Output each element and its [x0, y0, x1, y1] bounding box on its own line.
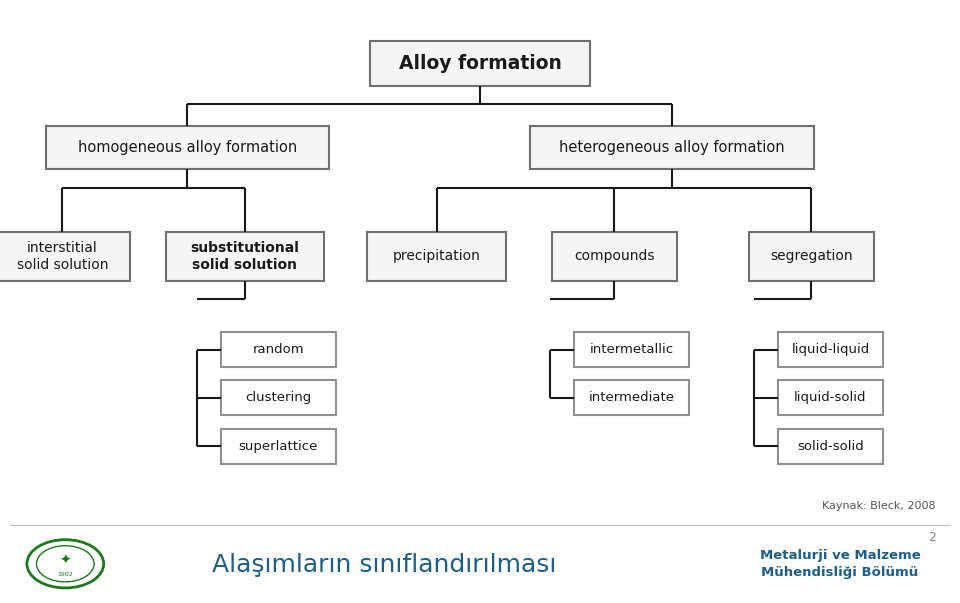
Text: substitutional
solid solution: substitutional solid solution [190, 241, 300, 272]
FancyBboxPatch shape [221, 429, 336, 464]
Text: segregation: segregation [770, 249, 852, 264]
FancyBboxPatch shape [574, 380, 689, 415]
Text: clustering: clustering [245, 391, 312, 405]
FancyBboxPatch shape [778, 429, 883, 464]
Text: random: random [252, 343, 304, 356]
FancyBboxPatch shape [370, 41, 590, 86]
FancyBboxPatch shape [530, 126, 813, 169]
Text: liquid-solid: liquid-solid [794, 391, 867, 405]
Text: heterogeneous alloy formation: heterogeneous alloy formation [559, 140, 785, 155]
Text: Kaynak: Bleck, 2008: Kaynak: Bleck, 2008 [823, 501, 936, 511]
Text: superlattice: superlattice [239, 440, 318, 453]
Text: Alaşımların sınıflandırılması: Alaşımların sınıflandırılması [212, 553, 556, 577]
Text: homogeneous alloy formation: homogeneous alloy formation [78, 140, 297, 155]
Text: precipitation: precipitation [393, 249, 481, 264]
Circle shape [27, 540, 104, 588]
Text: solid-solid: solid-solid [797, 440, 864, 453]
Text: 2: 2 [928, 531, 936, 544]
Text: 1902: 1902 [58, 572, 73, 577]
FancyBboxPatch shape [221, 332, 336, 367]
Text: Metalurji ve Malzeme
Mühendisliği Bölümü: Metalurji ve Malzeme Mühendisliği Bölümü [759, 549, 921, 579]
FancyBboxPatch shape [165, 232, 324, 281]
Circle shape [36, 546, 94, 582]
FancyBboxPatch shape [46, 126, 328, 169]
FancyBboxPatch shape [552, 232, 677, 281]
Text: intermediate: intermediate [588, 391, 675, 405]
Text: Alloy formation: Alloy formation [398, 54, 562, 73]
Text: ✦: ✦ [60, 554, 71, 568]
Text: compounds: compounds [574, 249, 655, 264]
FancyBboxPatch shape [0, 232, 130, 281]
FancyBboxPatch shape [749, 232, 874, 281]
FancyBboxPatch shape [778, 380, 883, 415]
FancyBboxPatch shape [574, 332, 689, 367]
FancyBboxPatch shape [367, 232, 507, 281]
Text: liquid-liquid: liquid-liquid [791, 343, 870, 356]
Text: intermetallic: intermetallic [589, 343, 674, 356]
FancyBboxPatch shape [221, 380, 336, 415]
Text: interstitial
solid solution: interstitial solid solution [16, 241, 108, 272]
FancyBboxPatch shape [778, 332, 883, 367]
